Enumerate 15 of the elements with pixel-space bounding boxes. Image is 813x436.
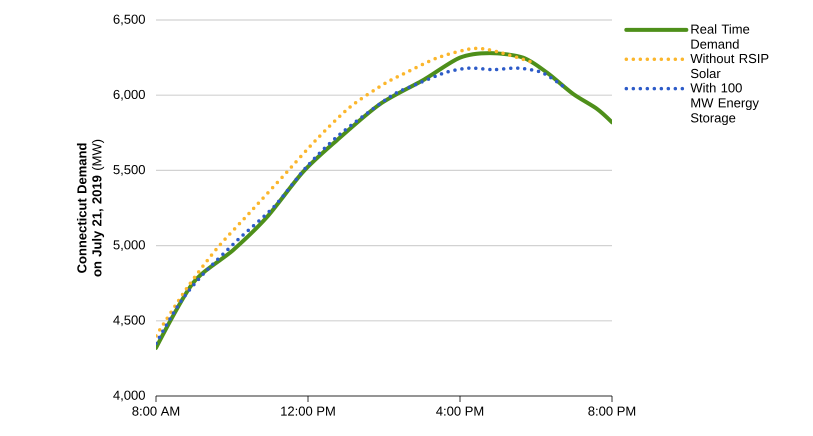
x-tick-label: 4:00 PM	[436, 406, 484, 416]
line-series	[156, 46, 534, 338]
legend-label: With 100 MW Energy Storage	[690, 82, 759, 126]
x-tick-label: 12:00 PM	[281, 406, 335, 416]
y-tick-label: 5,000	[113, 240, 145, 251]
y-tick-label: 4,000	[113, 390, 145, 402]
y-tick-label: 6,000	[114, 90, 145, 101]
legend-label: Without RSIP Solar	[690, 54, 768, 78]
y-tick-label: 4,500	[113, 315, 145, 326]
legend-label: Real Time Demand	[691, 24, 750, 49]
x-tick-label: 8:00 PM	[588, 406, 636, 416]
y-tick-label: 5,500	[113, 165, 145, 176]
x-tick-label: 8:00 AM	[132, 406, 180, 416]
y-tick-label: 6,500	[114, 14, 145, 26]
line-series	[156, 66, 565, 346]
